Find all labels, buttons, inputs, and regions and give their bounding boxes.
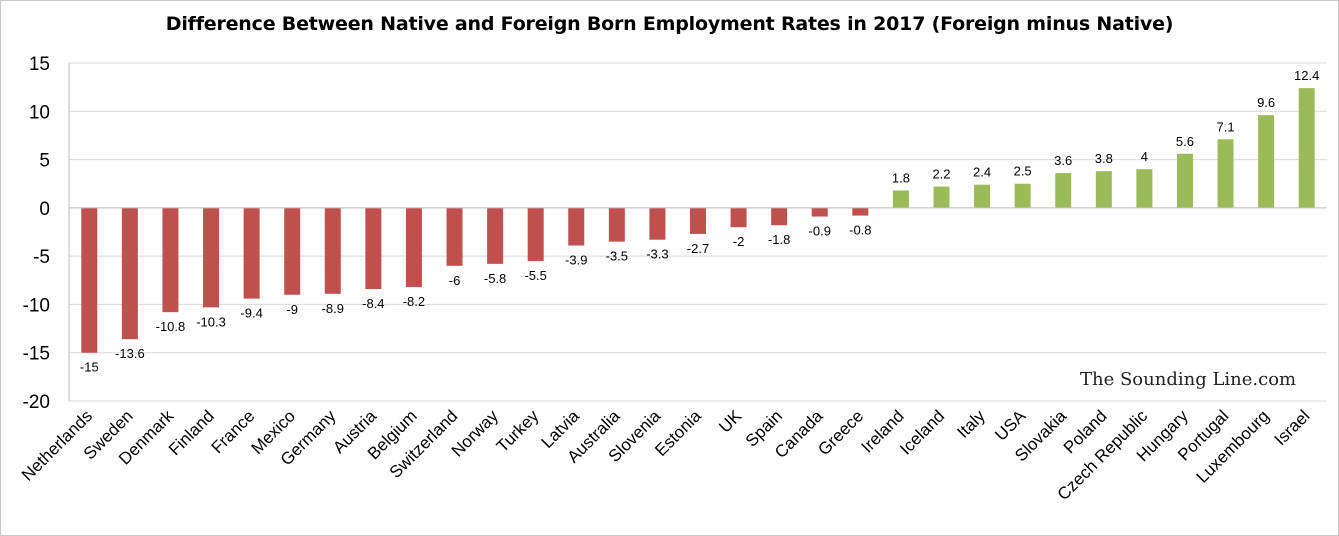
data-label: -0.8 — [849, 223, 871, 238]
bar — [771, 207, 788, 226]
bar — [568, 207, 585, 246]
data-label: -8.9 — [322, 301, 344, 316]
data-label: -3.3 — [646, 247, 668, 262]
y-tick-label: 5 — [39, 151, 50, 172]
bar — [1176, 153, 1193, 208]
data-label: -9 — [286, 302, 298, 317]
data-label: 1.8 — [892, 170, 910, 185]
bar — [405, 207, 422, 288]
data-label: -3.9 — [565, 253, 587, 268]
x-tick-label: Estonia — [651, 406, 705, 460]
y-tick-label: -5 — [33, 247, 50, 268]
y-tick-label: 0 — [39, 199, 50, 220]
bar — [649, 207, 666, 240]
data-label: -6 — [449, 273, 461, 288]
x-tick-label: Italy — [953, 406, 989, 442]
x-tick-label: Turkey — [493, 406, 543, 456]
x-tick-label: Norway — [448, 406, 503, 461]
data-label: -10.8 — [156, 319, 186, 334]
bar — [487, 207, 504, 264]
data-label: -3.5 — [606, 249, 628, 264]
y-tick-label: 15 — [29, 54, 50, 75]
data-label: 12.4 — [1294, 68, 1319, 83]
bar — [1095, 171, 1112, 208]
y-tick-label: -10 — [23, 295, 50, 316]
data-label: -2.7 — [687, 241, 709, 256]
data-label: 3.8 — [1095, 151, 1113, 166]
data-label: -5.5 — [524, 268, 546, 283]
data-label: 7.1 — [1217, 119, 1235, 134]
bar — [243, 207, 260, 299]
bar — [527, 207, 544, 261]
chart-title: Difference Between Native and Foreign Bo… — [165, 13, 1174, 35]
x-tick-label: UK — [715, 406, 746, 437]
bar — [974, 184, 991, 208]
bar — [852, 207, 869, 216]
bar — [1217, 139, 1234, 208]
bar — [730, 207, 747, 228]
data-label: -1.8 — [768, 232, 790, 247]
bar — [365, 207, 382, 289]
bar — [811, 207, 828, 217]
bar — [162, 207, 179, 313]
bar — [81, 207, 98, 353]
data-label: -2 — [733, 234, 745, 249]
data-label: 2.4 — [973, 165, 991, 180]
x-tick-label: Greece — [814, 406, 867, 459]
y-tick-label: 10 — [29, 102, 50, 123]
data-label: -13.6 — [115, 346, 145, 361]
data-label: -9.4 — [240, 306, 262, 321]
y-tick-label: -20 — [23, 392, 50, 413]
x-tick-label: Israel — [1271, 406, 1314, 449]
data-label: -0.9 — [809, 224, 831, 239]
y-tick-label: -15 — [23, 344, 50, 365]
bar — [892, 190, 909, 208]
data-label: 5.6 — [1176, 134, 1194, 149]
data-label: 4 — [1141, 149, 1148, 164]
bar — [933, 186, 950, 208]
bar — [1055, 173, 1072, 208]
bar — [1014, 183, 1031, 208]
data-label: -15 — [80, 360, 99, 375]
data-label: -10.3 — [196, 314, 226, 329]
data-label: 2.5 — [1014, 164, 1032, 179]
x-tick-label: France — [208, 406, 259, 457]
data-label: -5.8 — [484, 271, 506, 286]
bar — [1298, 88, 1315, 208]
bar — [690, 207, 706, 234]
bar — [284, 207, 301, 295]
x-tick-label: Iceland — [896, 406, 948, 458]
watermark-text: The Sounding Line.com — [1080, 369, 1297, 390]
bar — [1258, 115, 1275, 208]
bar — [203, 207, 220, 308]
x-tick-label: Finland — [165, 406, 218, 459]
data-label: -8.2 — [403, 294, 425, 309]
bar — [608, 207, 625, 242]
bar — [324, 207, 341, 294]
bar — [446, 207, 463, 266]
bar — [1136, 169, 1153, 208]
bar — [121, 207, 138, 340]
data-label: -8.4 — [362, 296, 384, 311]
data-label: 3.6 — [1054, 153, 1072, 168]
data-label: 9.6 — [1257, 95, 1275, 110]
data-label: 2.2 — [932, 167, 950, 182]
